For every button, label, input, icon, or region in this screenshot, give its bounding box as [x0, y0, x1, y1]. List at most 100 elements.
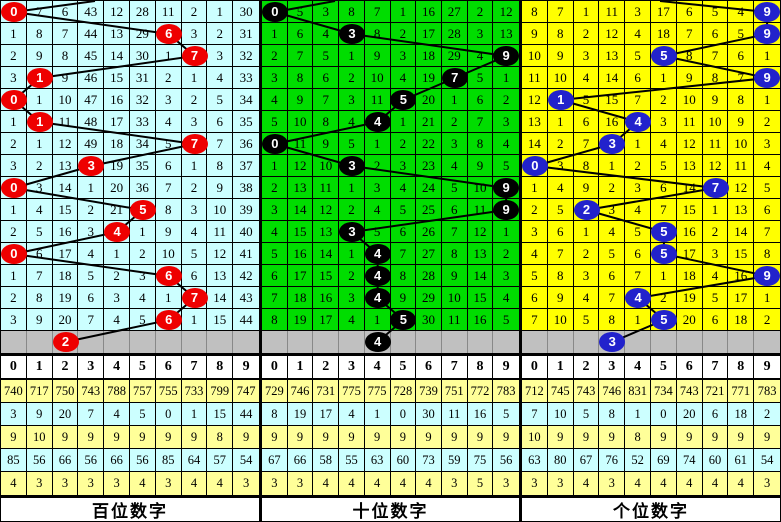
stat-cell: 788 [104, 380, 130, 403]
grid-cell: 13 [493, 23, 519, 45]
grid-cell: 13 [728, 199, 755, 221]
grid-cell: 11 [702, 133, 729, 155]
stat-cell: 54 [754, 449, 780, 472]
grid-cell: 18 [52, 265, 79, 287]
grid-cell: 17 [313, 309, 340, 331]
grid-cell: 3 [522, 221, 548, 243]
grid-cell [262, 133, 288, 155]
grid-cell: 7 [313, 89, 340, 111]
stat-cell: 56 [78, 449, 105, 472]
grid-cell: 2 [599, 177, 626, 199]
grid-cell: 8 [702, 67, 729, 89]
grid-cell: 4 [26, 199, 53, 221]
grid-cell: 1 [26, 133, 53, 155]
grid-cell: 1 [754, 287, 780, 309]
stat-cell: 4 [1, 472, 27, 495]
grid-cell: 2 [262, 177, 288, 199]
grid-cell: 7 [155, 177, 182, 199]
stat-cell: 3 [233, 472, 259, 495]
grid-cell: 2 [547, 133, 574, 155]
grid-cell: 12 [207, 243, 234, 265]
grid-cell: 5 [78, 265, 105, 287]
grid-cell: 4 [262, 89, 288, 111]
grid-cell [754, 23, 780, 45]
grid-cell: 15 [467, 287, 494, 309]
grid-cell: 7 [262, 287, 288, 309]
grid-cell: 1 [547, 111, 574, 133]
stat-cell: 85 [1, 449, 27, 472]
column-header: 6 [676, 356, 703, 378]
stat-cell: 8 [262, 403, 288, 426]
grid-cell: 10 [155, 243, 182, 265]
grid-cell: 7 [702, 45, 729, 67]
grid-cell: 8 [52, 45, 79, 67]
grid-cell [155, 309, 182, 331]
grid-cell: 4 [625, 199, 651, 221]
stat-cell: 4 [339, 472, 365, 495]
grid-cell: 7 [650, 199, 677, 221]
grid-cell: 3 [390, 155, 417, 177]
stat-cell: 69 [650, 449, 677, 472]
stat-cell: 743 [573, 380, 600, 403]
column-header: 5 [129, 356, 156, 378]
stat-cell: 731 [313, 380, 340, 403]
grid-cell: 23 [416, 155, 442, 177]
stat-cell: 3 [155, 472, 182, 495]
grid-cell: 4 [207, 67, 234, 89]
pending-row-cell [339, 331, 365, 353]
grid-cell: 13 [207, 265, 234, 287]
grid-cell: 12 [702, 155, 729, 177]
grid-cell: 9 [364, 45, 391, 67]
grid-cell: 2 [78, 199, 105, 221]
pending-row-cell [754, 331, 780, 353]
grid-cell: 19 [52, 287, 79, 309]
stat-cell: 18 [728, 403, 755, 426]
grid-cell: 6 [287, 23, 314, 45]
grid-cell: 20 [104, 177, 130, 199]
grid-cell: 11 [287, 133, 314, 155]
stat-cell: 10 [547, 403, 574, 426]
grid-cell: 3 [155, 89, 182, 111]
grid-cell: 17 [416, 23, 442, 45]
grid-cell: 1 [754, 89, 780, 111]
grid-cell: 5 [650, 155, 677, 177]
stat-cell: 9 [287, 426, 314, 449]
grid-cell: 36 [129, 177, 156, 199]
column-header: 5 [650, 356, 677, 378]
stat-cell: 1 [181, 403, 208, 426]
grid-cell: 1 [390, 111, 417, 133]
grid-cell: 31 [129, 67, 156, 89]
pending-row-cell [78, 331, 105, 353]
grid-cell: 3 [181, 23, 208, 45]
grid-cell: 5 [702, 1, 729, 23]
pending-row-cell [522, 331, 548, 353]
grid-cell: 4 [754, 155, 780, 177]
grid-cell: 17 [728, 287, 755, 309]
grid-cell: 40 [233, 221, 259, 243]
grid-cell: 3 [207, 45, 234, 67]
grid-cell: 30 [416, 309, 442, 331]
grid-cell: 6 [155, 155, 182, 177]
grid-cell: 27 [441, 1, 468, 23]
stat-cell: 9 [26, 403, 53, 426]
grid-cell: 2 [26, 155, 53, 177]
stat-cell: 751 [441, 380, 468, 403]
grid-cell [390, 309, 417, 331]
grid-cell: 1 [650, 265, 677, 287]
stat-cell: 61 [728, 449, 755, 472]
grid-cell: 5 [339, 133, 365, 155]
column-header: 9 [754, 356, 780, 378]
grid-cell [650, 45, 677, 67]
grid-cell: 10 [676, 89, 703, 111]
pending-row-cell [181, 331, 208, 353]
stat-cell: 9 [233, 426, 259, 449]
column-header: 7 [181, 356, 208, 378]
grid-cell: 45 [78, 45, 105, 67]
grid-cell: 14 [522, 133, 548, 155]
stat-cell: 63 [522, 449, 548, 472]
grid-cell: 2 [104, 265, 130, 287]
grid-cell: 5 [313, 45, 340, 67]
grid-cell: 13 [599, 45, 626, 67]
